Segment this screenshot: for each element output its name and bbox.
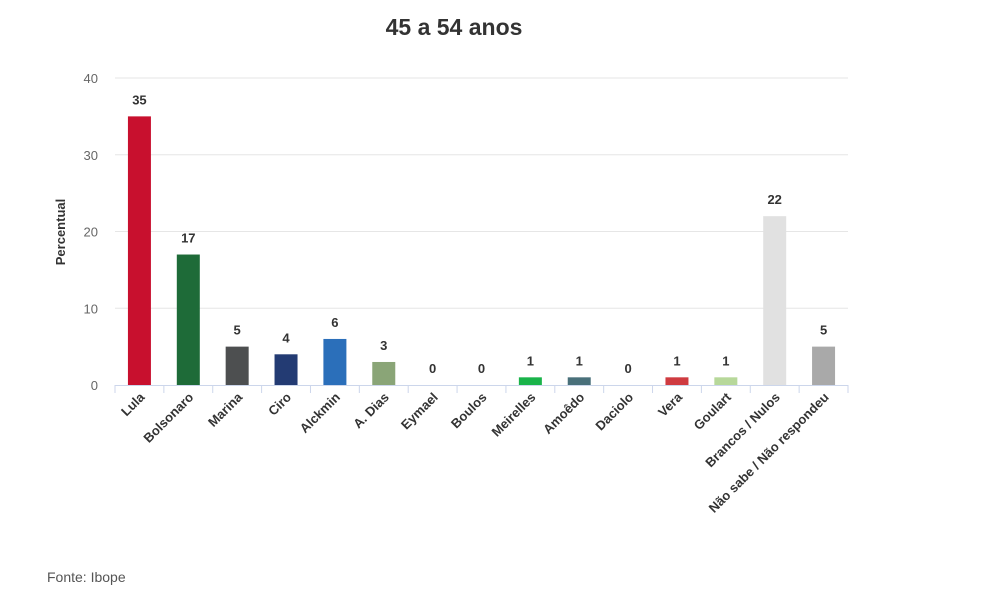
- category-label: Meirelles: [489, 390, 539, 440]
- source-note: Fonte: Ibope: [47, 569, 126, 585]
- data-label: 22: [767, 192, 781, 207]
- data-label: 35: [132, 92, 146, 107]
- data-label: 0: [624, 361, 631, 376]
- data-label: 5: [820, 323, 827, 338]
- category-label: Daciolo: [592, 389, 636, 433]
- y-tick-label: 30: [84, 148, 98, 163]
- category-label: Bolsonaro: [140, 389, 196, 445]
- bar: [274, 354, 298, 385]
- chart-title: 45 a 54 anos: [385, 14, 523, 40]
- category-label: Alckmin: [297, 389, 343, 435]
- y-axis-ticks: 0 10 20 30 40: [84, 71, 98, 393]
- y-tick-label: 0: [91, 378, 98, 393]
- bar: [372, 361, 396, 385]
- data-label: 1: [722, 353, 729, 368]
- bars: [127, 116, 836, 385]
- bar: [665, 377, 689, 385]
- bar: [714, 377, 738, 385]
- y-tick-label: 40: [84, 71, 98, 86]
- bar: [176, 254, 200, 385]
- category-label: Lula: [118, 389, 148, 419]
- data-label: 1: [576, 353, 583, 368]
- y-axis-label: Percentual: [53, 199, 68, 265]
- bar: [127, 116, 151, 385]
- category-label: Goulart: [691, 389, 735, 433]
- category-label: Amoêdo: [540, 389, 587, 436]
- data-label: 5: [234, 323, 241, 338]
- gridlines: [115, 77, 848, 309]
- bar: [225, 346, 249, 385]
- data-label: 1: [673, 353, 680, 368]
- category-label: Marina: [205, 389, 246, 430]
- y-tick-label: 10: [84, 301, 98, 316]
- category-label: Ciro: [265, 389, 294, 418]
- bar: [518, 377, 542, 385]
- category-label: A. Dias: [350, 390, 392, 432]
- category-label: Vera: [655, 389, 686, 420]
- bar: [812, 346, 836, 385]
- data-label: 0: [429, 361, 436, 376]
- bar: [763, 216, 787, 385]
- data-label: 4: [282, 330, 290, 345]
- data-label: 1: [527, 353, 534, 368]
- data-label: 0: [478, 361, 485, 376]
- x-axis: [114, 385, 849, 393]
- data-label: 17: [181, 231, 195, 246]
- data-label: 3: [380, 338, 387, 353]
- category-label: Boulos: [448, 390, 490, 432]
- bar: [567, 377, 591, 385]
- category-label: Eymael: [398, 390, 441, 433]
- y-tick-label: 20: [84, 225, 98, 240]
- bar: [323, 338, 347, 385]
- data-label: 6: [331, 315, 338, 330]
